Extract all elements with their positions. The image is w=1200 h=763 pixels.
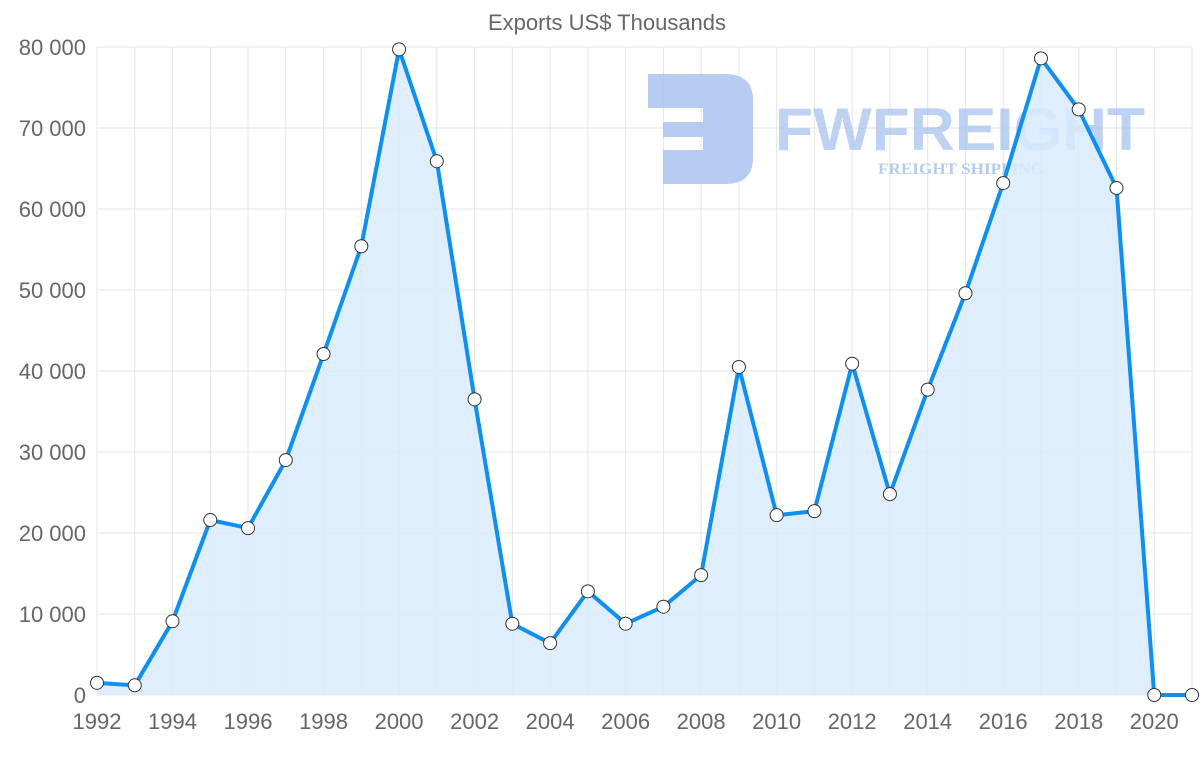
x-tick-label: 2020	[1130, 709, 1179, 734]
data-points	[90, 42, 1199, 702]
x-tick-label: 2010	[752, 709, 801, 734]
y-tick-label: 20 000	[19, 521, 86, 546]
data-point-2008[interactable]	[694, 568, 709, 583]
data-point-2012[interactable]	[845, 356, 860, 371]
data-point-2007[interactable]	[656, 599, 671, 614]
data-point-2003[interactable]	[505, 616, 520, 631]
data-point-2009[interactable]	[731, 359, 746, 374]
data-point-2019[interactable]	[1109, 180, 1124, 195]
data-point-2015[interactable]	[958, 286, 973, 301]
data-point-1993[interactable]	[127, 678, 142, 693]
y-tick-label: 40 000	[19, 359, 86, 384]
data-point-2018[interactable]	[1071, 102, 1086, 117]
y-tick-label: 50 000	[19, 278, 86, 303]
data-point-1996[interactable]	[241, 521, 256, 536]
x-tick-label: 2016	[979, 709, 1028, 734]
x-tick-label: 1998	[299, 709, 348, 734]
x-tick-label: 1994	[148, 709, 197, 734]
watermark-tagline: FREIGHT SHIPPING	[878, 161, 1045, 178]
x-tick-label: 1996	[224, 709, 273, 734]
data-point-2014[interactable]	[920, 382, 935, 397]
x-tick-label: 2002	[450, 709, 499, 734]
x-tick-label: 1992	[73, 709, 122, 734]
data-point-2002[interactable]	[467, 392, 482, 407]
data-point-2020[interactable]	[1147, 688, 1162, 702]
y-tick-label: 70 000	[19, 116, 86, 141]
y-axis-ticks: 0 10 000 20 000 30 000 40 000 50 000 60 000 70 …	[19, 35, 86, 708]
data-point-1997[interactable]	[278, 453, 293, 468]
y-tick-label: 10 000	[19, 602, 86, 627]
data-point-1995[interactable]	[203, 513, 218, 528]
data-point-2017[interactable]	[1033, 51, 1048, 66]
x-tick-label: 2018	[1054, 709, 1103, 734]
series-line	[96, 47, 1192, 697]
watermark-logo-icon	[648, 74, 753, 184]
x-tick-label: 2006	[601, 709, 650, 734]
x-tick-label: 2008	[677, 709, 726, 734]
data-point-1992[interactable]	[90, 675, 104, 690]
y-tick-label: 60 000	[19, 197, 86, 222]
y-tick-label: 80 000	[19, 35, 86, 60]
data-point-2021[interactable]	[1185, 688, 1199, 702]
y-tick-label: 30 000	[19, 440, 86, 465]
area-fill	[97, 49, 1192, 695]
data-point-2011[interactable]	[807, 504, 822, 519]
chart-title: Exports US$ Thousands	[488, 10, 726, 35]
y-tick-label: 0	[74, 683, 86, 708]
data-point-2005[interactable]	[580, 584, 595, 599]
data-point-2010[interactable]	[769, 508, 784, 523]
data-point-2000[interactable]	[392, 42, 407, 57]
data-point-2013[interactable]	[882, 487, 897, 502]
x-axis-ticks: 1992 1994 1996 1998 2000 2002 2004 2006 2008 2010…	[73, 709, 1179, 734]
x-tick-label: 2004	[526, 709, 575, 734]
x-tick-label: 2012	[828, 709, 877, 734]
data-point-2016[interactable]	[996, 176, 1011, 191]
x-tick-label: 2014	[903, 709, 952, 734]
data-point-1998[interactable]	[316, 346, 331, 361]
data-point-2006[interactable]	[618, 616, 633, 631]
x-tick-label: 2000	[375, 709, 424, 734]
data-point-2001[interactable]	[429, 154, 444, 169]
data-point-1999[interactable]	[354, 239, 369, 254]
data-point-1994[interactable]	[165, 614, 180, 629]
data-point-2004[interactable]	[543, 636, 558, 651]
